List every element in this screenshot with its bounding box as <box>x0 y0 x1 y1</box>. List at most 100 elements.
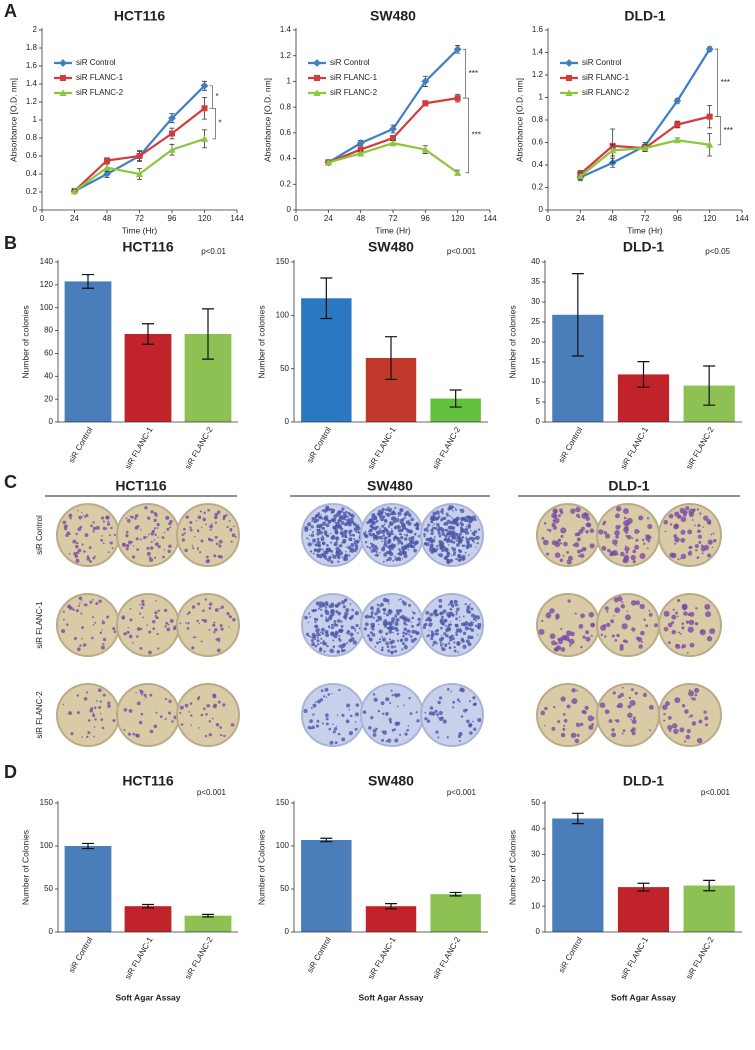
colony <box>333 633 338 639</box>
colony <box>81 637 83 640</box>
colony <box>127 626 129 629</box>
colony <box>140 606 144 610</box>
colony <box>630 688 634 692</box>
colony <box>403 533 406 536</box>
colony <box>674 536 680 543</box>
y-tick-label: 0.2 <box>280 179 292 188</box>
colony <box>426 526 429 529</box>
colony <box>342 538 347 543</box>
colony <box>453 641 456 644</box>
dish <box>176 683 240 747</box>
colony <box>102 526 107 531</box>
colony <box>315 601 320 606</box>
colony <box>427 523 431 527</box>
colony <box>140 693 143 696</box>
colony <box>590 634 593 637</box>
colony <box>466 605 471 610</box>
colony <box>329 740 334 745</box>
colony <box>390 645 394 649</box>
colony <box>623 557 629 563</box>
colony <box>571 698 578 705</box>
colony <box>213 630 216 634</box>
colony <box>585 636 591 642</box>
colony <box>707 553 712 558</box>
point <box>135 170 144 177</box>
colony <box>347 523 350 526</box>
image-row-label: siR Control <box>35 515 44 555</box>
colony <box>203 511 206 514</box>
colony <box>459 521 463 524</box>
y-tick-label: 5 <box>536 397 541 406</box>
colony <box>703 515 709 521</box>
colony <box>88 546 92 550</box>
colony <box>312 713 315 716</box>
colony <box>226 611 230 616</box>
colony <box>219 726 222 729</box>
colony <box>220 734 223 737</box>
point <box>673 136 681 144</box>
colony <box>314 517 317 520</box>
colony <box>102 520 106 523</box>
colony <box>368 615 371 619</box>
colony <box>440 517 445 521</box>
dish <box>536 593 600 657</box>
point <box>673 96 682 105</box>
colony <box>136 701 141 706</box>
colony <box>148 650 152 655</box>
chart-title: SW480 <box>370 8 416 24</box>
colony <box>374 645 377 648</box>
x-tick-label: siR FLANC-2 <box>431 935 463 981</box>
colony <box>387 556 392 561</box>
colony <box>408 633 411 636</box>
colony <box>220 605 224 609</box>
y-tick-label: 60 <box>44 349 53 358</box>
y-tick-label: 150 <box>276 798 290 807</box>
colony <box>399 638 403 643</box>
colony <box>448 535 451 538</box>
colony <box>450 554 453 557</box>
colony <box>94 555 96 558</box>
colony <box>712 532 715 535</box>
colony <box>113 533 116 537</box>
colony <box>643 618 646 621</box>
colony <box>95 602 99 606</box>
colony <box>307 542 312 547</box>
colony <box>575 506 581 513</box>
colony <box>619 692 624 698</box>
colony <box>580 645 583 649</box>
point <box>422 100 429 107</box>
colony <box>430 636 434 641</box>
colony <box>394 614 398 618</box>
colony <box>689 611 695 617</box>
colony <box>368 637 373 642</box>
colony <box>438 716 443 722</box>
colony <box>455 542 460 547</box>
colony <box>99 712 102 715</box>
colony <box>544 706 548 711</box>
colony <box>674 542 677 545</box>
colony <box>455 623 459 627</box>
colony <box>333 622 337 627</box>
y-tick-label: 0.2 <box>532 183 544 192</box>
colony <box>338 629 341 632</box>
colony <box>156 523 160 527</box>
colony <box>377 709 381 713</box>
colony <box>179 705 184 710</box>
y-tick-label: 0.6 <box>280 128 292 137</box>
colony <box>311 517 315 521</box>
colony <box>381 524 385 528</box>
colony <box>459 556 464 561</box>
x-tick-label: 72 <box>135 214 144 223</box>
bar <box>184 915 232 932</box>
colony <box>381 510 384 513</box>
colony <box>412 538 415 541</box>
colony <box>150 540 153 543</box>
colony <box>391 694 394 697</box>
colony <box>471 515 476 520</box>
colony <box>432 518 436 522</box>
colony <box>440 644 443 647</box>
colony <box>407 548 410 551</box>
colony <box>474 537 477 540</box>
colony <box>416 719 420 723</box>
colony-dish <box>176 593 240 657</box>
